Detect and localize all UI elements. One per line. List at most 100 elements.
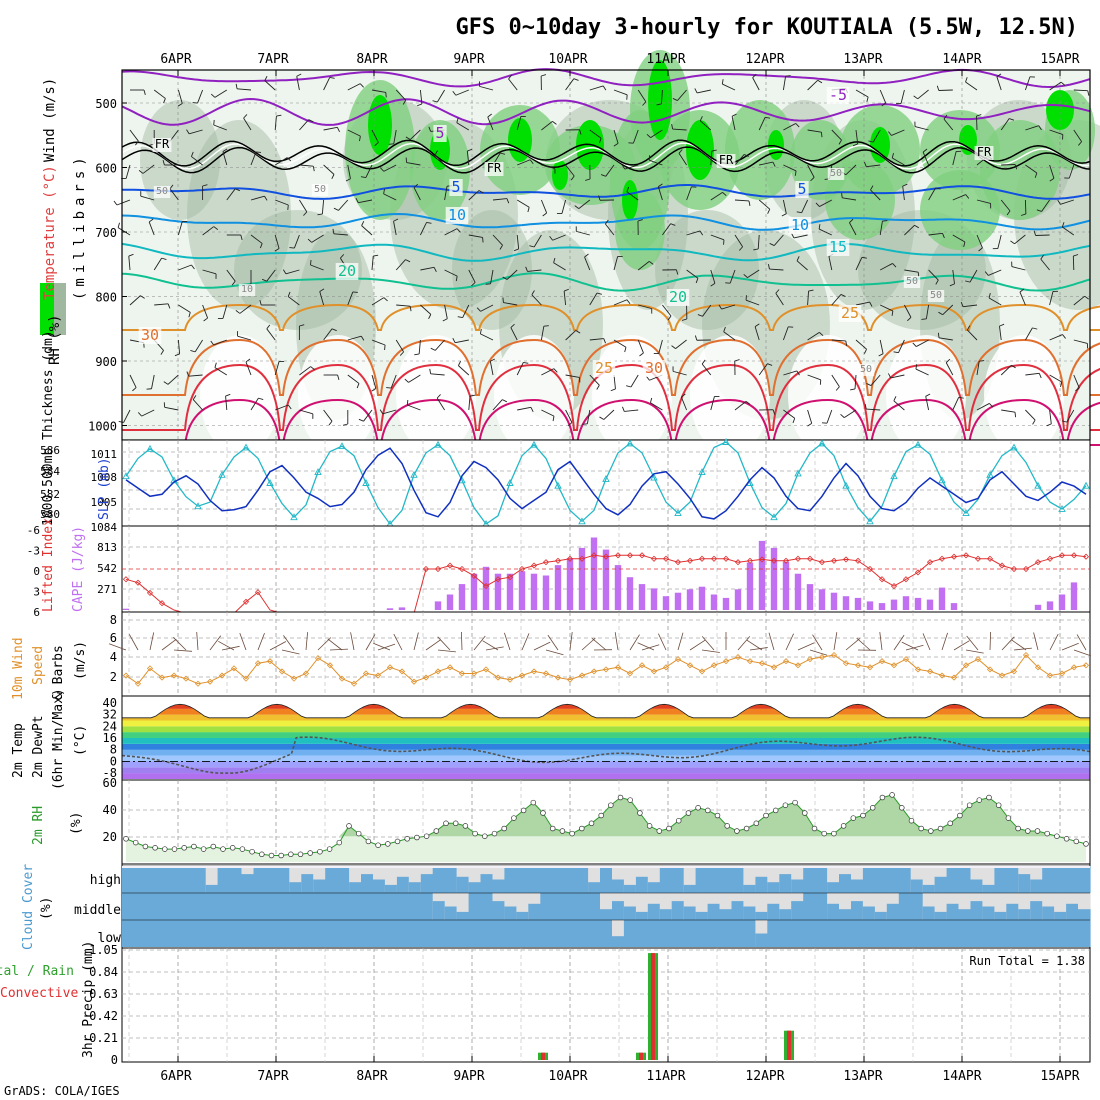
- li-marker: [1034, 559, 1042, 566]
- precip-tick-label: 0: [111, 1053, 118, 1067]
- wind-barb-flag: [1038, 125, 1042, 131]
- wind-barb: [965, 81, 978, 91]
- wind-barb: [191, 156, 203, 166]
- li-marker: [494, 576, 502, 583]
- surface-wind-barb: [879, 632, 883, 651]
- cloud-cell: [396, 893, 410, 920]
- temp-band: [122, 767, 1090, 774]
- cloud-cell-partial: [623, 884, 637, 893]
- thickness-marker: [242, 443, 250, 451]
- wind-barb-flag: [500, 152, 506, 155]
- ylabel-cloud-cover: Cloud Cover: [21, 864, 36, 950]
- precip-tick-label: 0.42: [89, 1009, 118, 1023]
- cloud-cell: [1078, 920, 1091, 947]
- wind-barb-flag: [863, 161, 867, 167]
- wind-barb: [845, 164, 857, 176]
- wind-barb-flag: [575, 330, 581, 334]
- wind-barb: [589, 338, 604, 341]
- thickness-marker: [842, 481, 850, 489]
- wind-barb: [527, 269, 542, 272]
- contour-label: 30: [645, 359, 663, 377]
- cloud-cell: [313, 920, 326, 947]
- wind-barb: [1024, 76, 1031, 91]
- thickness-marker: [650, 473, 658, 481]
- cape-bar: [818, 589, 826, 610]
- wind-barb: [533, 234, 542, 248]
- cloud-cell: [719, 866, 733, 893]
- wind-barb: [188, 374, 203, 377]
- cloud-cell-partial: [1018, 909, 1031, 920]
- cloud-cell: [743, 920, 756, 947]
- wind-tick-label: 6: [110, 631, 117, 645]
- wind-barb-flag: [140, 295, 145, 299]
- cloud-cell: [408, 893, 422, 920]
- cloud-cell: [540, 920, 553, 947]
- cloud-cell: [588, 920, 601, 947]
- bottom-date-label: 14APR: [942, 1069, 981, 1084]
- wind-barb: [769, 268, 784, 271]
- temp-band: [122, 755, 1090, 762]
- surface-wind-barb: [1076, 634, 1087, 651]
- wind-barb: [492, 399, 503, 411]
- wind-barb: [177, 339, 181, 354]
- wind-barb-flag: [360, 176, 366, 179]
- wind-barb: [1049, 334, 1063, 341]
- wind-barb: [517, 159, 531, 166]
- temp-band: [122, 720, 1090, 727]
- wind-tick-label: 2: [110, 670, 117, 684]
- wind-barb: [710, 396, 715, 411]
- wind-speed-marker: [830, 651, 838, 659]
- wind-barb: [697, 89, 711, 94]
- contour-label-bg: [449, 179, 463, 196]
- rh-marker: [782, 802, 789, 808]
- wind-barb-flag: [167, 303, 171, 309]
- wind-barb: [613, 89, 628, 96]
- cloud-cell-partial: [456, 876, 470, 893]
- wind-barb-flag: [1032, 419, 1036, 425]
- wind-barb: [952, 151, 957, 166]
- surface-wind-barb: [365, 634, 376, 651]
- wind-barb-flag: [721, 79, 724, 85]
- li-marker: [422, 565, 430, 573]
- wind-barb: [702, 304, 712, 317]
- wind-barb: [584, 256, 591, 271]
- surface-wind-barb: [173, 637, 187, 651]
- wind-barb-flag: [359, 83, 364, 88]
- cloud-cell: [552, 866, 565, 893]
- wind-barb-flag: [963, 241, 966, 247]
- wind-barb-flag: [333, 207, 339, 211]
- cloud-cell: [145, 866, 159, 893]
- wind-speed-marker: [854, 662, 862, 669]
- surface-wind-barb: [327, 638, 343, 651]
- wind-barb: [855, 129, 859, 144]
- wind-barb: [1000, 199, 1011, 212]
- wind-barb-flag: [681, 318, 687, 321]
- wind-barb: [722, 83, 736, 91]
- wind-barb-flag: [442, 318, 448, 322]
- cloud-cell: [1006, 866, 1019, 893]
- slp-tick-label: 1008: [91, 471, 118, 484]
- wind-barb-flag: [1009, 118, 1015, 121]
- wind-barb: [613, 256, 619, 271]
- cloud-cell: [958, 866, 972, 893]
- wind-barb-flag: [621, 164, 626, 170]
- wind-barb: [734, 154, 745, 166]
- thickness-marker: [338, 442, 346, 450]
- precip-convective-bar: [787, 1030, 791, 1060]
- wind-barb: [1025, 164, 1038, 174]
- wind-barb-flag: [675, 269, 679, 275]
- wind-barb: [613, 299, 628, 306]
- thickness-marker: [794, 469, 802, 477]
- li-marker: [1046, 555, 1054, 562]
- wind-barb: [801, 199, 809, 213]
- cloud-cell: [683, 920, 697, 947]
- surface-wind-barb: [504, 632, 511, 651]
- wind-barb-flag: [508, 74, 512, 80]
- wind-barb-flag: [264, 75, 268, 81]
- wind-speed-marker: [290, 675, 298, 682]
- isotherm-minus5-top: [121, 68, 1091, 89]
- cloud-cell-partial: [851, 901, 864, 920]
- wind-barb-flag: [310, 366, 315, 370]
- contour-label: 5: [797, 180, 806, 198]
- contour-label-bg: [903, 276, 921, 288]
